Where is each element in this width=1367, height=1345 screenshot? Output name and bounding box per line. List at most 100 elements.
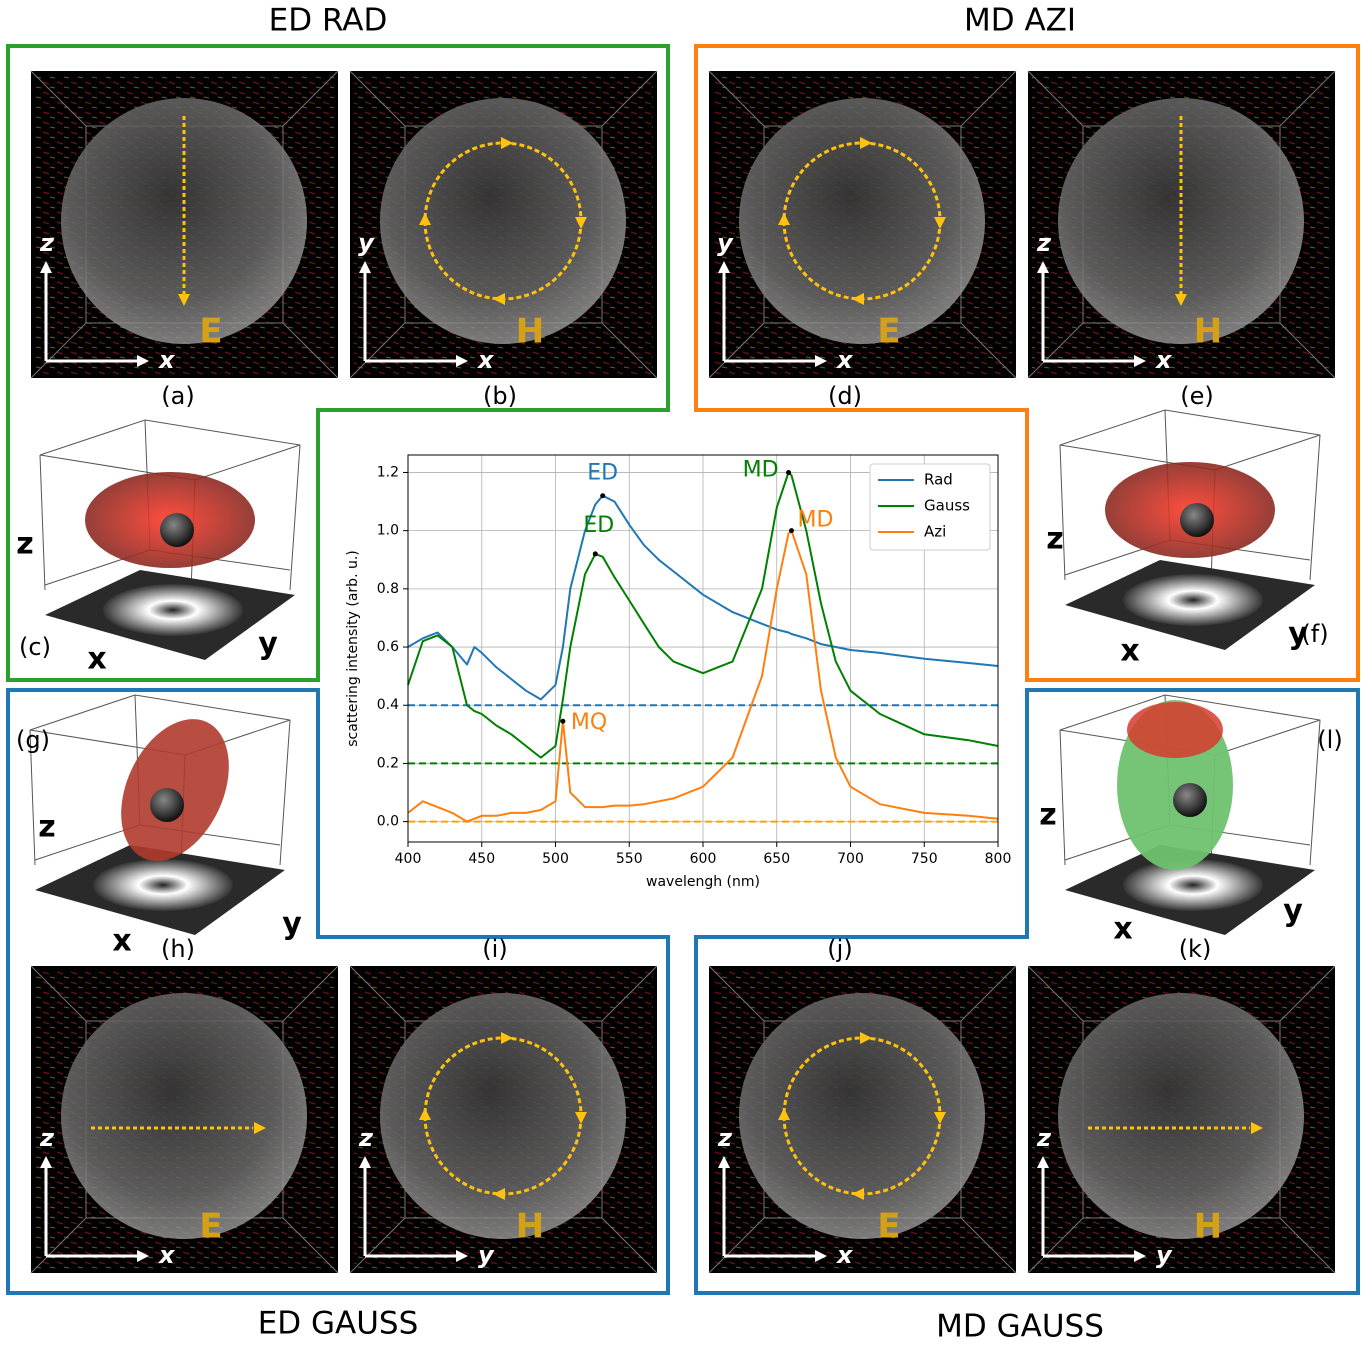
axis-letter: y	[478, 1241, 495, 1269]
arrow-head	[501, 137, 513, 149]
x-tick-label: 800	[985, 851, 1012, 867]
arrow-head	[178, 294, 190, 306]
axis-letter: y	[282, 907, 302, 942]
legend-label: Rad	[924, 471, 953, 489]
frame-md-gauss	[694, 688, 1360, 1295]
axis-letter: z	[38, 810, 55, 845]
axis-letter: y	[358, 229, 375, 257]
annotation-point	[789, 528, 794, 534]
radiation-plot	[29, 694, 291, 935]
axis-letter: y	[1288, 617, 1308, 652]
near-field	[93, 859, 233, 911]
axis-letter: z	[1046, 522, 1063, 557]
arrow-head	[1037, 261, 1049, 273]
legend-label: Gauss	[924, 497, 970, 515]
radiation-plot	[39, 419, 301, 660]
y-tick-label: 0.0	[377, 814, 399, 830]
arrow-head	[575, 1112, 587, 1124]
group-title: ED RAD	[269, 3, 388, 39]
series-line	[407, 494, 999, 701]
arrow-head	[934, 217, 946, 229]
field-letter: H	[1194, 1207, 1222, 1247]
arrow-head	[1037, 1156, 1049, 1168]
box-edges	[708, 965, 1017, 1274]
arrow-head	[359, 1156, 371, 1168]
arrow-head	[815, 1250, 827, 1262]
axis-letter: x	[1155, 346, 1173, 374]
box-edges	[30, 965, 339, 1274]
field-letter: H	[1194, 312, 1222, 352]
legend-label: Azi	[924, 523, 946, 541]
sphere	[739, 98, 985, 344]
x-tick-label: 500	[542, 851, 569, 867]
arrow-head	[254, 1122, 266, 1134]
near-field	[1123, 859, 1263, 911]
field-letter: E	[199, 1207, 222, 1247]
panel-label: (d)	[828, 382, 862, 410]
axis-letter: z	[39, 1124, 55, 1152]
arrow-head	[815, 355, 827, 367]
axis-letter: z	[16, 527, 33, 562]
panel-label: (f)	[1301, 620, 1328, 648]
arrow-head	[419, 213, 431, 225]
arrow-head	[40, 261, 52, 273]
x-tick-label: 750	[911, 851, 938, 867]
panel-label: (k)	[1179, 935, 1212, 963]
box-edges	[1027, 965, 1336, 1274]
legend-box	[869, 463, 991, 551]
particle	[150, 788, 184, 822]
box-edges	[30, 70, 339, 379]
y-tick-label: 0.6	[377, 639, 399, 655]
axis-letter: x	[1113, 912, 1132, 947]
axis-letter: x	[158, 346, 176, 374]
arrow-head	[456, 1250, 468, 1262]
axis-letter: y	[1283, 894, 1303, 929]
arrow-head	[1134, 355, 1146, 367]
arrow-head	[40, 1156, 52, 1168]
y-tick-label: 1.0	[377, 523, 399, 539]
radiation-plot	[1059, 409, 1321, 650]
arrow-head	[852, 1188, 864, 1200]
arrow-head	[1251, 1122, 1263, 1134]
frame-ed-rad	[6, 44, 670, 682]
arrow-head	[934, 1112, 946, 1124]
arrow-head	[778, 1108, 790, 1120]
axis-letter: x	[836, 346, 854, 374]
particle	[1173, 783, 1207, 817]
particle	[1180, 503, 1214, 537]
arrow-head	[137, 355, 149, 367]
group-title: MD GAUSS	[936, 1309, 1104, 1345]
panel-label: (c)	[19, 633, 51, 661]
y-tick-label: 1.2	[377, 464, 399, 480]
arrow-head	[493, 293, 505, 305]
x-tick-label: 650	[763, 851, 790, 867]
panel-label: (b)	[483, 382, 517, 410]
particle	[160, 513, 194, 547]
axis-letter: x	[477, 346, 495, 374]
arrow-head	[137, 1250, 149, 1262]
sphere	[739, 993, 985, 1239]
panel-label: (l)	[1317, 726, 1342, 754]
field-letter: E	[877, 312, 900, 352]
axis-letter: x	[158, 1241, 176, 1269]
axis-letter: y	[717, 229, 734, 257]
panel-label: (h)	[161, 935, 195, 963]
annotation: MQ	[571, 710, 607, 735]
sphere	[1058, 993, 1304, 1239]
x-tick-label: 600	[690, 851, 717, 867]
arrow-head	[575, 217, 587, 229]
axis-letter: y	[1156, 1241, 1173, 1269]
plot-frame	[407, 454, 999, 843]
sphere	[380, 98, 626, 344]
panel-label: (g)	[16, 726, 50, 754]
axis-letter: z	[39, 229, 55, 257]
arrow-head	[778, 213, 790, 225]
y-axis-label: scattering intensity (arb. u.)	[345, 550, 361, 747]
panel-label: (e)	[1180, 382, 1214, 410]
field-letter: E	[199, 312, 222, 352]
axis-letter: z	[358, 1124, 374, 1152]
axis-letter: x	[1120, 634, 1139, 669]
annotation: MD	[798, 508, 834, 533]
arrow-head	[860, 137, 872, 149]
